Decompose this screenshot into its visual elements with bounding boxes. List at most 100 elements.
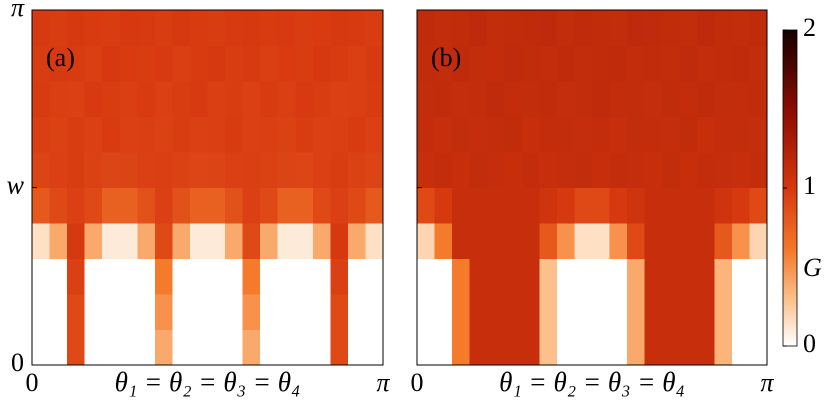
heatmap-cell	[749, 81, 768, 118]
heatmap-cell	[557, 294, 576, 331]
heatmap-cell	[732, 258, 751, 295]
heatmap-cell	[732, 187, 751, 224]
heatmap-cell	[119, 294, 138, 331]
heatmap-cell	[84, 81, 103, 118]
heatmap-cell	[172, 45, 191, 82]
heatmap-cell	[84, 116, 103, 153]
heatmap-cell	[679, 81, 698, 118]
heatmap-cell	[295, 81, 314, 118]
heatmap-cell	[277, 258, 296, 295]
heatmap-cell	[539, 45, 558, 82]
heatmap-cell	[539, 10, 558, 47]
heatmap-cell	[119, 329, 138, 366]
heatmap-cell	[295, 10, 314, 47]
heatmap-cell	[522, 116, 541, 153]
heatmap-cell	[102, 258, 121, 295]
heatmap-cell	[434, 223, 453, 260]
heatmap-cell	[504, 294, 523, 331]
heatmap-cell	[189, 81, 209, 118]
colorbar-tick-label: 0	[803, 329, 816, 358]
heatmap-cell	[732, 152, 751, 189]
heatmap-cell	[242, 258, 261, 295]
heatmap-cell	[189, 10, 209, 47]
heatmap-cell	[347, 81, 367, 118]
heatmap-cell	[469, 10, 488, 47]
heatmap-cell	[697, 329, 716, 366]
heatmap-cell	[469, 45, 488, 82]
heatmap-cell	[714, 10, 733, 47]
heatmap-cell	[469, 223, 488, 260]
heatmap-cell	[592, 116, 611, 153]
heatmap-cell	[592, 10, 611, 47]
heatmap-cell	[452, 258, 471, 295]
heatmap-cell	[697, 187, 716, 224]
heatmap-cell	[679, 223, 698, 260]
heatmap-cell	[609, 258, 628, 295]
heatmap-cell	[365, 294, 384, 331]
heatmap-cell	[732, 223, 751, 260]
heatmap-cell	[469, 294, 488, 331]
heatmap-cell	[32, 152, 51, 189]
heatmap-cell	[504, 152, 523, 189]
heatmap-cell	[119, 187, 138, 224]
heatmap-cell	[242, 294, 261, 331]
heatmap-cell	[189, 152, 209, 189]
heatmap-cell	[277, 223, 296, 260]
heatmap-cell	[295, 45, 314, 82]
heatmap-cell	[154, 294, 173, 331]
heatmap-cell	[189, 329, 209, 366]
heatmap-cell	[749, 10, 768, 47]
heatmap-cell	[225, 116, 244, 153]
heatmap-cell	[172, 187, 191, 224]
heatmap-cell	[207, 329, 226, 366]
heatmap-cell	[137, 329, 156, 366]
heatmap-cell	[557, 329, 576, 366]
heatmap-cell	[84, 10, 103, 47]
heatmap-cell	[697, 10, 716, 47]
heatmap-cell	[225, 152, 244, 189]
heatmap-cell	[189, 223, 209, 260]
heatmap-cell	[137, 81, 156, 118]
heatmap-cell	[452, 81, 471, 118]
heatmap-cell	[662, 81, 681, 118]
heatmap-cell	[574, 45, 593, 82]
heatmap-cell	[487, 187, 506, 224]
heatmap-cell	[67, 258, 86, 295]
heatmap-cell	[609, 152, 628, 189]
heatmap-cell	[487, 152, 506, 189]
heatmap-cell	[557, 258, 576, 295]
heatmap-cell	[137, 258, 156, 295]
heatmap-cell	[295, 258, 314, 295]
heatmap-cell	[260, 81, 279, 118]
heatmap-cell	[207, 223, 226, 260]
heatmap-cell	[644, 223, 663, 260]
heatmap-cell	[434, 187, 453, 224]
heatmap-cell	[242, 223, 261, 260]
heatmap-cell	[119, 116, 138, 153]
heatmap-cell	[749, 45, 768, 82]
heatmap-cell	[172, 258, 191, 295]
heatmap-cell	[137, 223, 156, 260]
heatmap-cell	[32, 81, 51, 118]
heatmap-cell	[84, 152, 103, 189]
heatmap-cell	[417, 223, 436, 260]
heatmap-cell	[522, 10, 541, 47]
heatmap-cell	[260, 223, 279, 260]
heatmap-cell	[434, 294, 453, 331]
heatmap-cell	[295, 187, 314, 224]
heatmap-cell	[574, 258, 593, 295]
heatmap-cell	[84, 258, 103, 295]
heatmap-cell	[242, 116, 261, 153]
heatmap-cell	[662, 223, 681, 260]
heatmap-cell	[627, 81, 646, 118]
heatmap-cell	[260, 187, 279, 224]
heatmap-cell	[749, 329, 768, 366]
heatmap-cell	[609, 116, 628, 153]
heatmap-cell	[189, 258, 209, 295]
heatmap-cell	[119, 223, 138, 260]
heatmap-cell	[225, 187, 244, 224]
heatmap-cell	[154, 81, 173, 118]
heatmap-cell	[662, 258, 681, 295]
x-tick-label: 0	[26, 368, 39, 397]
heatmap-cell	[102, 152, 121, 189]
